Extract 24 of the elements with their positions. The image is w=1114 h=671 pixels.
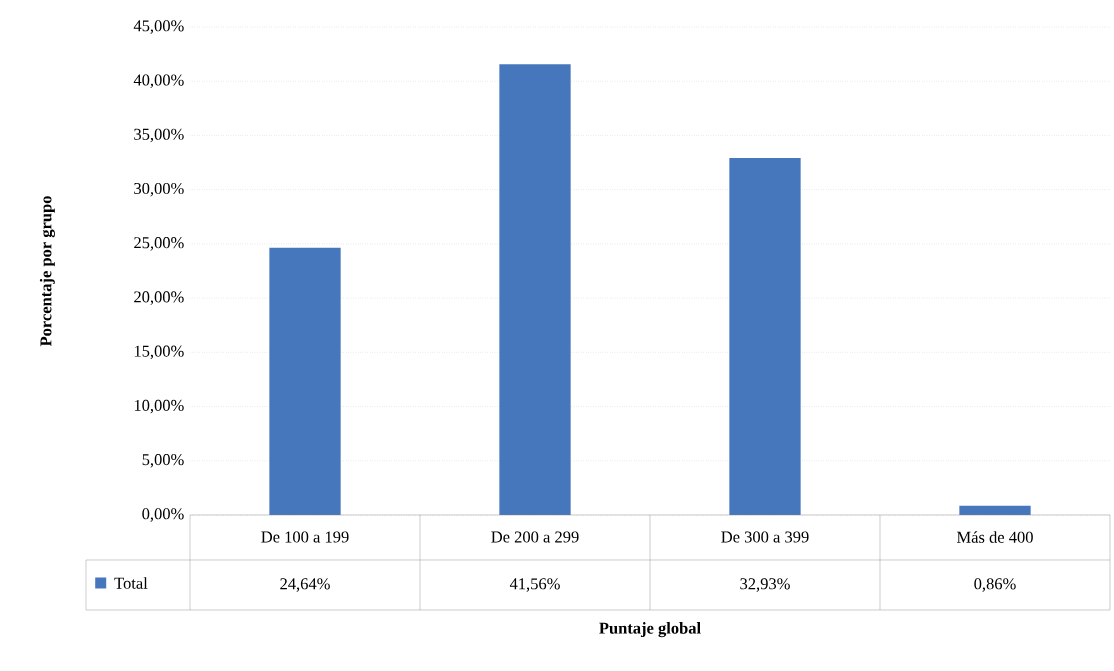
x-axis-title: Puntaje global bbox=[599, 622, 701, 638]
y-tick-label: 20,00% bbox=[134, 291, 184, 305]
y-tick-label: 35,00% bbox=[134, 128, 184, 143]
bar bbox=[499, 64, 571, 515]
bar bbox=[269, 247, 341, 515]
data-label: 24,64% bbox=[280, 578, 330, 592]
legend-label: Total bbox=[114, 577, 148, 589]
x-tick-label: De 200 a 299 bbox=[491, 531, 579, 543]
y-tick-label: 15,00% bbox=[134, 345, 184, 360]
data-label: 41,56% bbox=[509, 578, 560, 592]
data-label: 32,93% bbox=[740, 578, 790, 592]
y-tick-label: 10,00% bbox=[134, 399, 184, 414]
y-tick-label: 25,00% bbox=[134, 237, 184, 251]
y-tick-label: 0,00% bbox=[142, 508, 184, 522]
y-tick-label: 5,00% bbox=[142, 454, 184, 468]
bar bbox=[729, 157, 801, 515]
y-tick-label: 30,00% bbox=[134, 182, 184, 197]
x-tick-label: De 100 a 199 bbox=[261, 531, 349, 543]
data-label: 0,86% bbox=[974, 578, 1016, 592]
y-tick-label: 45,00% bbox=[133, 20, 184, 34]
x-tick-label: De 300 a 399 bbox=[721, 531, 809, 543]
y-axis-title: Porcentaje por grupo bbox=[39, 196, 55, 347]
x-tick-label: Más de 400 bbox=[956, 531, 1033, 543]
y-tick-label: 40,00% bbox=[133, 74, 184, 88]
